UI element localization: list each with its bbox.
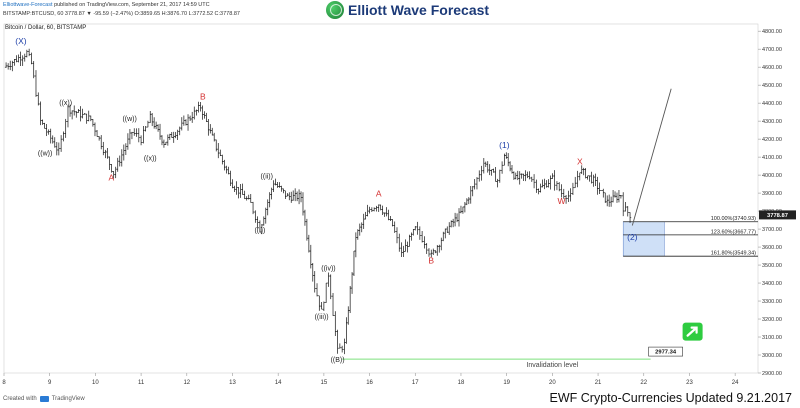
up-arrow-glyph [686, 326, 698, 337]
y-tick-label: 3100.00 [762, 335, 782, 341]
x-tick-label: 16 [366, 380, 373, 386]
y-tick-label: 3600.00 [762, 245, 782, 251]
wave-label: B [428, 255, 434, 265]
wave-label: A [376, 189, 382, 199]
x-tick-label: 15 [321, 380, 328, 386]
publish-info: Elliottwave-Forecast published on Tradin… [3, 2, 210, 8]
x-tick-label: 18 [458, 380, 465, 386]
x-tick-label: 20 [549, 380, 556, 386]
wave-label: (X) [15, 36, 27, 46]
y-tick-label: 4200.00 [762, 137, 782, 143]
y-tick-label: 4800.00 [762, 29, 782, 35]
wave-label: ((x)) [144, 156, 157, 163]
projection-line [631, 88, 672, 226]
y-tick-label: 4600.00 [762, 65, 782, 71]
x-tick-label: 22 [640, 380, 647, 386]
wave-label: (2) [627, 232, 638, 242]
wave-label: ((w)) [122, 116, 136, 123]
y-tick-label: 3700.00 [762, 227, 782, 233]
x-tick-label: 12 [183, 380, 190, 386]
y-tick-label: 4400.00 [762, 101, 782, 107]
last-price-label: 3778.87 [767, 213, 788, 219]
wave-label: ((x)) [59, 100, 72, 107]
y-tick-label: 4700.00 [762, 47, 782, 53]
x-tick-label: 13 [229, 380, 236, 386]
x-tick-label: 9 [48, 380, 52, 386]
wave-label: ((i)) [254, 228, 265, 235]
y-tick-label: 3200.00 [762, 317, 782, 323]
ohlc-readout: BITSTAMP:BTCUSD, 60 3778.87 ▼ -95.59 (−2… [3, 11, 240, 17]
wave-label: ((iii)) [315, 314, 329, 321]
tradingview-name[interactable]: TradingView [51, 396, 85, 402]
target-zone [622, 221, 665, 257]
x-tick-label: 19 [503, 380, 510, 386]
wave-label: ((B)) [331, 357, 345, 364]
fib-level-label: 123.60%(3667.77) [711, 229, 756, 235]
brand-logo: Elliott Wave Forecast [326, 1, 489, 19]
x-tick-label: 14 [275, 380, 282, 386]
x-tick-label: 10 [92, 380, 99, 386]
y-tick-label: 4300.00 [762, 119, 782, 125]
wave-label: A [109, 173, 115, 183]
wave-label: ((iv)) [321, 265, 335, 272]
price-chart[interactable]: 2900.00 3000.00 3100.00 3200.00 3300.00 3400.… [0, 22, 800, 394]
x-tick-label: 23 [686, 380, 693, 386]
x-tick-label: 17 [412, 380, 419, 386]
update-caption: EWF Crypto-Currencies Updated 9.21.2017 [549, 391, 792, 405]
y-tick-label: 3500.00 [762, 263, 782, 269]
x-tick-label: 11 [138, 380, 145, 386]
tradingview-icon [39, 396, 49, 402]
invalidation-value-box [648, 346, 683, 357]
y-tick-label: 3300.00 [762, 299, 782, 305]
wave-label: ((ii)) [261, 174, 273, 181]
wave-label: X [577, 156, 583, 166]
x-tick-label: 21 [595, 380, 602, 386]
author-link[interactable]: Elliottwave-Forecast [3, 2, 53, 8]
wave-label: (1) [499, 140, 510, 150]
brand-name: Elliott Wave Forecast [348, 2, 490, 18]
y-tick-label: 4000.00 [762, 173, 782, 179]
created-with-label: Created with [3, 396, 37, 402]
fib-level-label: 161.80%(3549.34) [711, 251, 756, 257]
x-tick-label: 24 [732, 380, 739, 386]
wave-label: B [200, 92, 206, 102]
fib-level-label: 100.00%(3740.93) [711, 216, 756, 222]
published-text: published on TradingView.com, September … [54, 2, 210, 8]
y-tick-label: 4500.00 [762, 83, 782, 89]
y-tick-label: 3000.00 [762, 353, 782, 359]
y-tick-label: 2900.00 [762, 371, 782, 377]
globe-icon [326, 1, 344, 19]
symbol-title: Bitcoin / Dollar, 60, BITSTAMP [5, 25, 87, 31]
plot-frame [3, 23, 759, 374]
y-tick-label: 3900.00 [762, 191, 782, 197]
y-tick-label: 4100.00 [762, 155, 782, 161]
last-price-box [759, 210, 796, 220]
created-with: Created with TradingView [3, 396, 85, 402]
invalidation-label: Invalidation level [526, 362, 578, 369]
wave-label: W [557, 196, 565, 206]
x-tick-label: 8 [2, 380, 6, 386]
wave-label: ((w)) [38, 150, 52, 157]
y-tick-label: 3400.00 [762, 281, 782, 287]
invalidation-value: 2977.34 [655, 350, 677, 356]
